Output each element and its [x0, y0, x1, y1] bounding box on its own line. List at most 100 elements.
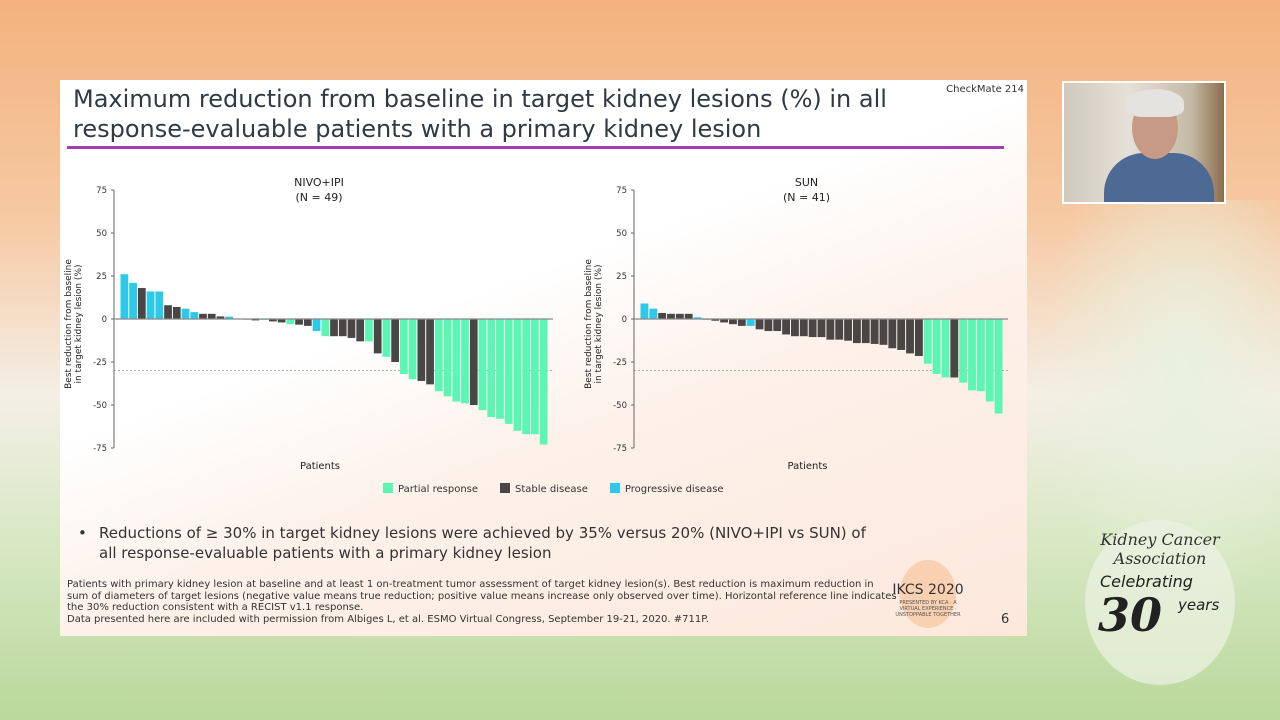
bar [382, 319, 391, 357]
bar [667, 313, 675, 319]
bar [640, 303, 649, 319]
waterfall-charts: NIVO+IPI (N = 49) 75 50 25 0 -25 -50 -75 Patients… [64, 176, 1008, 472]
bar [720, 319, 729, 323]
bar [994, 319, 1003, 414]
y-axis-label: Best reduction from baselinein target ki… [64, 259, 84, 389]
bar [531, 319, 539, 435]
bar [879, 319, 888, 345]
chart-subtitle: (N = 41) [783, 191, 830, 204]
bar [675, 313, 684, 319]
x-axis-label: Patients [300, 461, 340, 472]
bar [129, 282, 137, 319]
bar [959, 319, 968, 383]
y-tick-label: 25 [616, 272, 627, 282]
bar [181, 308, 190, 319]
bar [277, 319, 286, 323]
bar [478, 319, 487, 411]
bar [658, 312, 667, 319]
bar [469, 319, 478, 405]
y-tick-label: 0 [622, 315, 627, 325]
legend-item-partial-response: Partial response [383, 483, 478, 495]
bar [870, 319, 879, 344]
y-tick-label: 50 [96, 229, 107, 239]
y-tick-label: 0 [102, 315, 107, 325]
bar [968, 319, 976, 391]
bar [496, 319, 504, 419]
bar [513, 319, 522, 431]
bar [216, 316, 225, 319]
y-tick-label: 75 [616, 186, 627, 196]
bar [799, 319, 808, 337]
bar [941, 319, 950, 378]
legend-item-progressive-disease: Progressive disease [609, 483, 724, 495]
bar [844, 319, 852, 341]
ikcs-logo: IKCS 2020 PRESENTED BY KCA · A VIRTUAL E… [888, 558, 968, 630]
bar [268, 319, 277, 322]
bar [976, 319, 985, 392]
bar [504, 319, 513, 424]
bar [164, 305, 172, 319]
legend-swatch [500, 483, 511, 493]
bar [120, 274, 129, 319]
y-tick-label: -25 [613, 358, 627, 368]
bar [711, 319, 720, 321]
bar [684, 313, 693, 319]
bar [729, 319, 737, 325]
presentation-slide: Maximum reduction from baseline in targe… [60, 80, 1027, 636]
key-finding-bullet: Reductions of ≥ 30% in target kidney les… [78, 523, 878, 563]
bar [286, 319, 295, 325]
bar [817, 319, 826, 338]
bar [137, 288, 146, 319]
bar [950, 319, 959, 378]
bar [782, 319, 791, 335]
y-tick-label: -75 [93, 444, 107, 454]
bar [155, 291, 164, 319]
slide-title: Maximum reduction from baseline in targe… [73, 85, 887, 143]
footnote: Patients with primary kidney lesion at b… [67, 579, 897, 625]
bar [338, 319, 347, 337]
y-tick-label: -50 [613, 401, 627, 411]
bar [417, 319, 426, 381]
bar [487, 319, 496, 418]
y-axis-label: Best reduction from baselinein target ki… [584, 259, 604, 389]
bar [888, 319, 897, 349]
bar [737, 319, 746, 326]
bar [426, 319, 434, 385]
chart-subtitle: (N = 49) [295, 191, 342, 204]
bar [764, 319, 773, 332]
chart-title: SUN [795, 176, 818, 189]
bar [897, 319, 906, 350]
bar [443, 319, 452, 397]
bar [808, 319, 817, 338]
speaker-webcam-video [1062, 81, 1226, 204]
bar [914, 319, 923, 356]
y-tick-label: 25 [96, 272, 107, 282]
bar [932, 319, 941, 375]
bar [312, 319, 321, 332]
bar [826, 319, 835, 340]
bar [773, 319, 782, 332]
bar [693, 317, 702, 319]
chart-legend: Partial response Stable disease Progress… [383, 483, 724, 495]
bar [172, 306, 181, 319]
bar [649, 308, 658, 319]
legend-swatch [383, 483, 393, 493]
bar [303, 319, 312, 326]
bar [461, 319, 469, 404]
bar [400, 319, 408, 375]
bar [852, 319, 861, 344]
bar [365, 319, 373, 342]
bar [251, 319, 260, 321]
bar [539, 319, 548, 445]
y-tick-label: -25 [93, 358, 107, 368]
bar [207, 313, 216, 319]
page-number: 6 [1001, 612, 1010, 627]
bar [356, 319, 365, 342]
bar [434, 319, 443, 392]
trial-name: CheckMate 214 [946, 84, 1024, 95]
legend-swatch [609, 483, 620, 493]
bar [347, 319, 356, 338]
bar [373, 319, 382, 354]
bar [985, 319, 994, 402]
bar [321, 319, 330, 337]
